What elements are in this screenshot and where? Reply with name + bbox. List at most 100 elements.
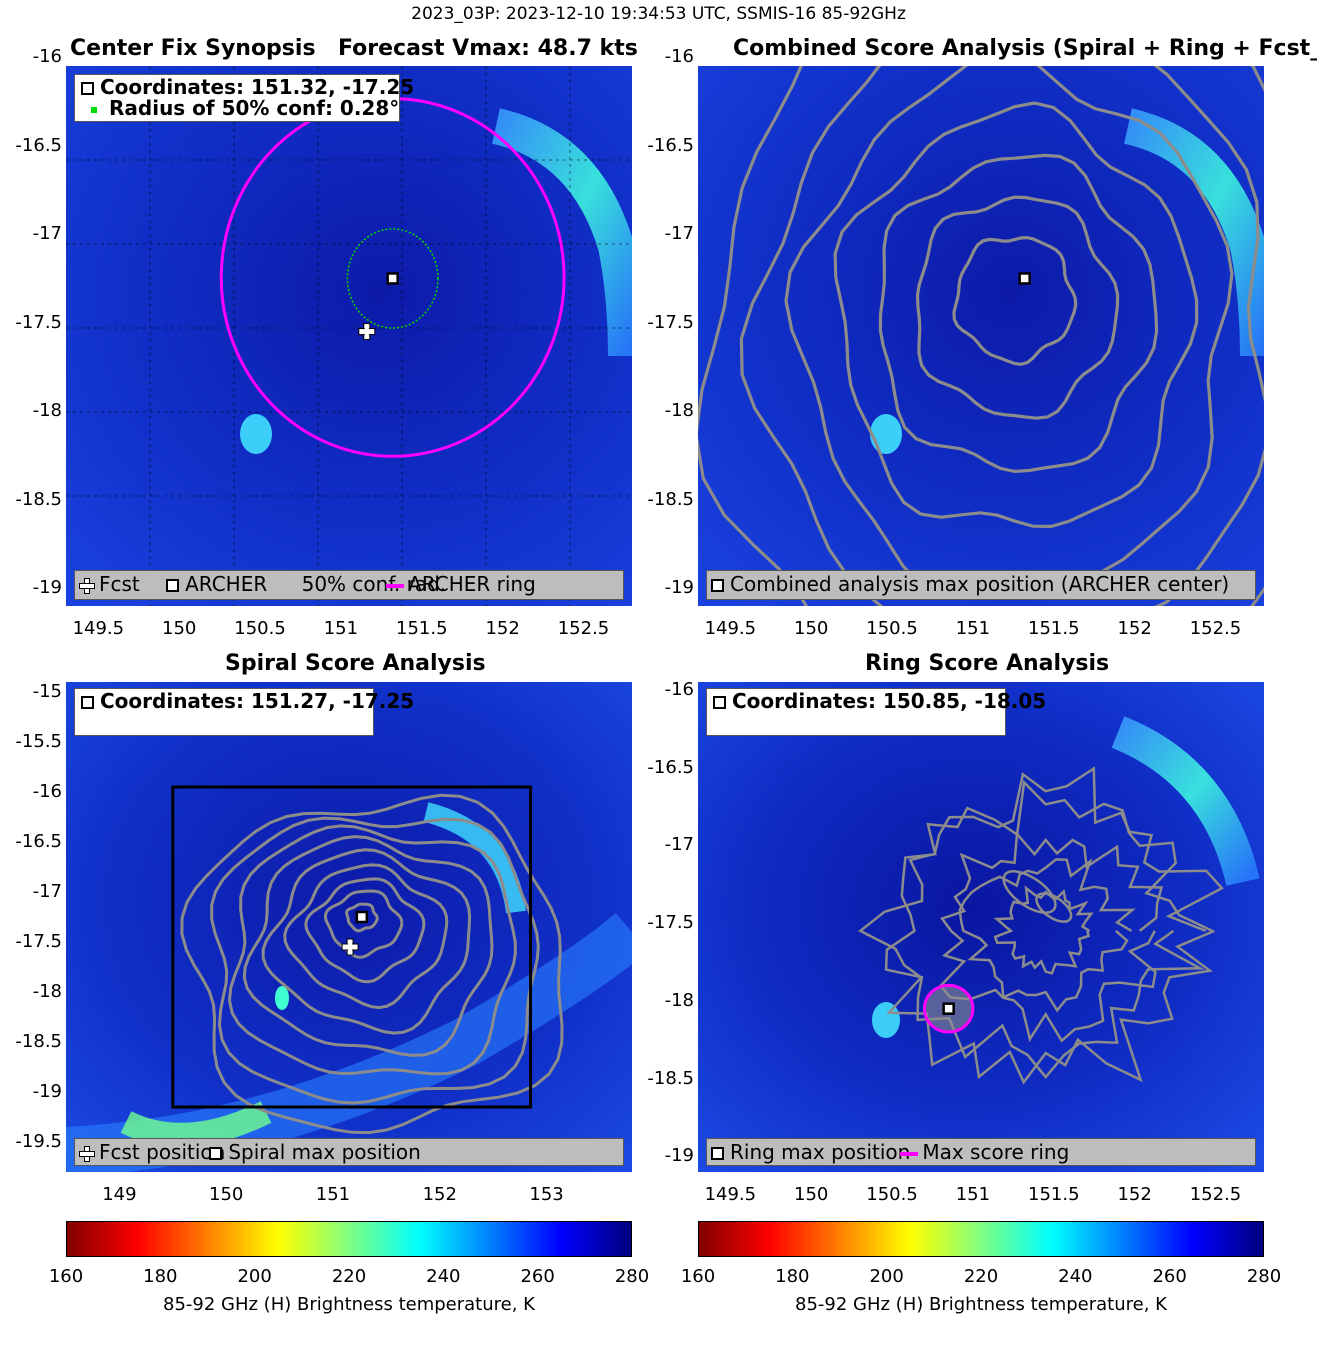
colorbar-tick-label: 280 xyxy=(1246,1266,1282,1287)
x-tick-label: 152 xyxy=(1117,1184,1152,1205)
spiral-plot-area[interactable]: Coordinates: 151.27, -17.25 Fcst positio… xyxy=(66,682,632,1172)
forecast-position-marker xyxy=(358,323,376,341)
y-tick-label: -18 xyxy=(32,981,62,1002)
spiral-contour-line xyxy=(283,863,449,1010)
x-tick-label: 150.5 xyxy=(866,618,918,639)
y-tick-label: -19 xyxy=(32,577,62,599)
plus-marker-icon xyxy=(79,577,95,594)
colorbar-tick-label: 160 xyxy=(680,1266,716,1287)
colorbar-tick-label: 220 xyxy=(963,1266,999,1287)
y-tick-label: -18.5 xyxy=(15,1031,62,1052)
plus-marker-icon xyxy=(79,1145,95,1162)
legend-ring-label: ARCHER ring xyxy=(408,572,536,596)
combined-legend-bottom: Combined analysis max position (ARCHER c… xyxy=(706,570,1256,600)
ring-contour-line xyxy=(993,885,1094,975)
combined-contour-line xyxy=(833,101,1199,529)
y-tick-label: -17 xyxy=(32,223,62,245)
combined-title: Combined Score Analysis (Spiral + Ring +… xyxy=(733,36,1317,61)
ring-contour-line xyxy=(884,779,1213,1079)
x-tick-label: 152.5 xyxy=(557,618,610,639)
square-marker-icon xyxy=(81,82,94,95)
x-tick-label: 152.5 xyxy=(1189,1184,1242,1205)
magenta-line-icon xyxy=(386,583,405,588)
combined-contour-line xyxy=(739,66,1264,606)
x-tick-label: 150 xyxy=(209,1184,244,1205)
combined-rainband xyxy=(1123,108,1264,357)
synopsis-legend-bottom: Fcst ARCHER 50% conf. rad.ARCHER ring xyxy=(74,570,624,600)
ring-coords-text: Coordinates: 150.85, -18.05 xyxy=(732,689,1047,713)
square-marker-icon xyxy=(166,579,180,592)
spiral-legend-fcst: Fcst position xyxy=(99,1140,226,1164)
ring-legend-ring: Max score ring xyxy=(922,1140,1070,1164)
x-tick-label: 149.5 xyxy=(704,618,757,639)
legend-fcst-label: Fcst xyxy=(99,572,140,596)
y-tick-label: -19 xyxy=(664,577,694,599)
y-tick-label: -18.5 xyxy=(647,488,694,510)
combined-plot-area[interactable]: Combined analysis max position (ARCHER c… xyxy=(698,66,1264,606)
x-tick-label: 150 xyxy=(794,618,829,639)
ring-contour-line xyxy=(958,858,1136,1013)
legend-archer-label: ARCHER xyxy=(185,572,268,596)
ring-score-contours xyxy=(857,766,1224,1085)
ring-legend-top: Coordinates: 150.85, -18.05 xyxy=(706,688,1046,736)
y-tick-label: -18 xyxy=(664,989,694,1011)
synopsis-plot-area[interactable]: Coordinates: 151.32, -17.25 Radius of 50… xyxy=(66,66,632,606)
ring-max-marker xyxy=(942,1002,955,1015)
colorbar-tick-label: 240 xyxy=(426,1266,461,1287)
combined-legend-label: Combined analysis max position (ARCHER c… xyxy=(730,572,1230,596)
legend-conf-label: 50% conf. rad. xyxy=(301,572,447,596)
x-tick-label: 151 xyxy=(955,618,991,639)
y-tick-label: -16 xyxy=(664,46,694,68)
x-tick-label: 152 xyxy=(1117,618,1152,639)
magenta-line-icon xyxy=(900,1151,919,1156)
y-tick-label: -16.5 xyxy=(15,134,62,156)
y-tick-label: -15.5 xyxy=(15,731,62,752)
spiral-legend-top: Coordinates: 151.27, -17.25 xyxy=(74,688,414,736)
spiral-contour-line xyxy=(323,889,404,959)
y-tick-label: -19.5 xyxy=(15,1131,62,1152)
ring-contour-line xyxy=(857,766,1224,1085)
combined-convective-spot xyxy=(870,414,902,454)
synopsis-title: Center Fix Synopsis xyxy=(70,36,316,61)
synopsis-legend-top: Coordinates: 151.32, -17.25 Radius of 50… xyxy=(74,74,414,122)
colorbar-tick-label: 180 xyxy=(143,1266,178,1287)
synopsis-grid xyxy=(66,66,632,606)
ring-plot-area[interactable]: Coordinates: 150.85, -18.05 Ring max pos… xyxy=(698,682,1264,1172)
square-marker-icon xyxy=(209,1147,223,1160)
archer-center-marker xyxy=(386,272,399,285)
x-tick-label: 150.5 xyxy=(866,1184,918,1205)
spiral-coords-text: Coordinates: 151.27, -17.25 xyxy=(100,689,415,713)
y-tick-label: -18.5 xyxy=(15,488,62,510)
spiral-contour-line xyxy=(345,902,379,933)
spiral-title: Spiral Score Analysis xyxy=(225,651,486,676)
y-tick-label: -16.5 xyxy=(15,831,62,852)
spiral-band-hotspot xyxy=(120,1101,272,1147)
square-marker-icon xyxy=(711,1147,724,1160)
spiral-legend-max: Spiral max position xyxy=(228,1140,421,1164)
y-tick-label: -17.5 xyxy=(647,912,694,934)
combined-score-contours xyxy=(698,66,1264,606)
colorbar-tick-label: 240 xyxy=(1058,1266,1093,1287)
x-tick-label: 153 xyxy=(529,1184,564,1205)
spiral-contour-line xyxy=(180,793,564,1135)
x-tick-label: 151.5 xyxy=(396,618,448,639)
figure-super-title: 2023_03P: 2023-12-10 19:34:53 UTC, SSMIS… xyxy=(411,4,906,24)
ring-rainband xyxy=(1111,716,1260,886)
colorbar-tick-label: 220 xyxy=(331,1266,367,1287)
spiral-score-contours xyxy=(180,793,564,1135)
x-tick-label: 152 xyxy=(485,618,520,639)
combined-contour-line xyxy=(698,66,1264,606)
x-tick-label: 152.5 xyxy=(1189,618,1242,639)
y-tick-label: -16 xyxy=(664,678,694,700)
y-tick-label: -16 xyxy=(32,46,62,68)
ring-convective-spot xyxy=(872,1002,900,1038)
spiral-legend-bottom: Fcst position Spiral max position xyxy=(74,1138,624,1166)
ring-legend-bottom: Ring max position Max score ring xyxy=(706,1138,1256,1166)
spiral-contour-line xyxy=(261,848,472,1035)
ring-contour-line xyxy=(1002,870,1057,914)
y-tick-label: -18 xyxy=(664,400,694,422)
y-tick-label: -16.5 xyxy=(647,756,694,778)
spiral-search-box xyxy=(171,785,533,1109)
ring-legend-max: Ring max position xyxy=(730,1140,911,1164)
square-marker-icon xyxy=(81,696,94,709)
